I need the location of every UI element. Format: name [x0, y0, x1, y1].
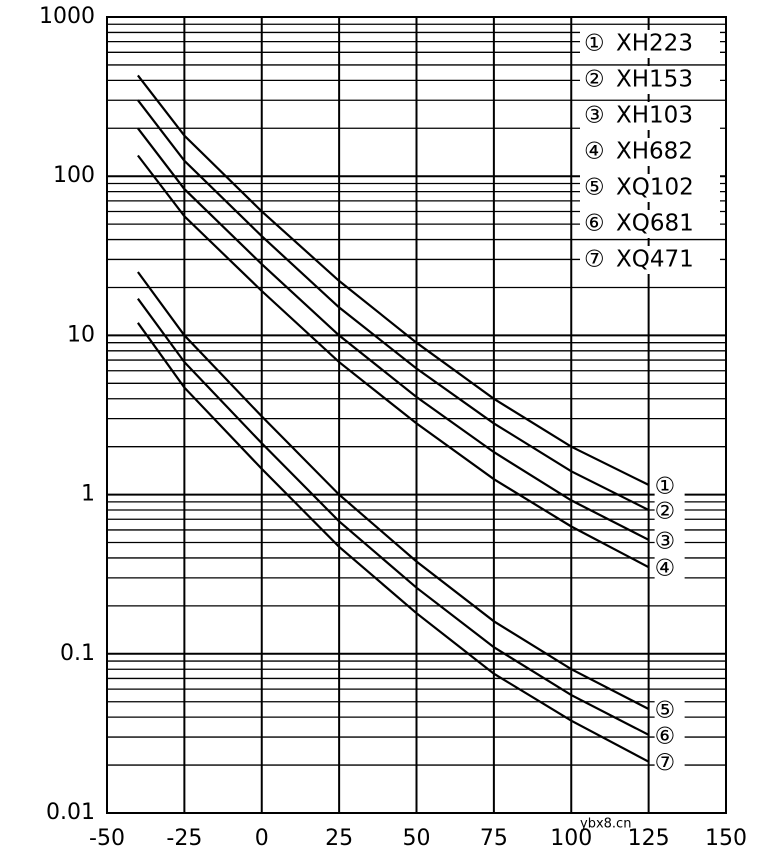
- legend-label: XQ681: [616, 211, 694, 237]
- series-line: [137, 99, 650, 511]
- end-label-background: [654, 497, 685, 524]
- y-tick-label: 0.01: [46, 800, 95, 825]
- y-tick-label: 1: [81, 482, 95, 507]
- end-label: ⑤: [655, 698, 676, 724]
- plot-frame: [106, 16, 727, 814]
- legend-label: XH682: [616, 139, 693, 165]
- y-tick-label: 10: [67, 322, 95, 347]
- end-label: ⑦: [655, 750, 676, 776]
- series-line: [137, 322, 650, 763]
- x-tick-label: 100: [550, 826, 592, 851]
- legend-background: [580, 246, 720, 274]
- x-tick-label: 0: [255, 826, 269, 851]
- legend-symbol: ④: [584, 139, 605, 165]
- end-label: ③: [655, 528, 676, 554]
- watermark: ybx8.cn: [580, 817, 631, 832]
- legend-symbol: ⑦: [584, 247, 605, 273]
- end-label-background: [654, 748, 685, 775]
- end-label: ④: [655, 556, 676, 582]
- legend-symbol: ⑤: [584, 175, 605, 201]
- end-label: ②: [655, 499, 676, 525]
- legend-background: [580, 102, 720, 130]
- end-label: ①: [655, 473, 676, 499]
- legend-label: XH223: [616, 31, 693, 57]
- x-tick-label: 150: [705, 826, 747, 851]
- y-tick-label: 100: [53, 163, 95, 188]
- x-tick-label: -25: [166, 826, 202, 851]
- legend-background: [580, 30, 720, 58]
- legend-label: XH103: [616, 103, 693, 129]
- series-line: [137, 74, 650, 486]
- legend-symbol: ②: [584, 67, 605, 93]
- y-tick-label: 1000: [39, 4, 95, 29]
- end-label-background: [654, 526, 685, 553]
- legend-background: [580, 210, 720, 238]
- end-label-background: [654, 554, 685, 581]
- legend-label: XQ102: [616, 175, 694, 201]
- end-label: ⑥: [655, 723, 676, 749]
- legend-label: XH153: [616, 67, 693, 93]
- series-line: [137, 298, 650, 736]
- legend-background: [580, 174, 720, 202]
- x-tick-label: 75: [480, 826, 508, 851]
- legend-symbol: ③: [584, 103, 605, 129]
- series-line: [137, 127, 650, 541]
- series-line: [137, 271, 650, 710]
- legend-symbol: ①: [584, 31, 605, 57]
- legend-background: [580, 138, 720, 166]
- end-label-background: [654, 471, 685, 498]
- x-tick-label: 25: [325, 826, 353, 851]
- end-label-background: [654, 696, 685, 723]
- legend-label: XQ471: [616, 247, 694, 273]
- x-tick-label: 50: [403, 826, 431, 851]
- x-tick-label: -50: [89, 826, 125, 851]
- end-label-background: [654, 721, 685, 748]
- legend-background: [580, 66, 720, 94]
- series-line: [137, 154, 650, 569]
- legend-symbol: ⑥: [584, 211, 605, 237]
- y-tick-label: 0.1: [60, 641, 95, 666]
- x-tick-label: 125: [628, 826, 670, 851]
